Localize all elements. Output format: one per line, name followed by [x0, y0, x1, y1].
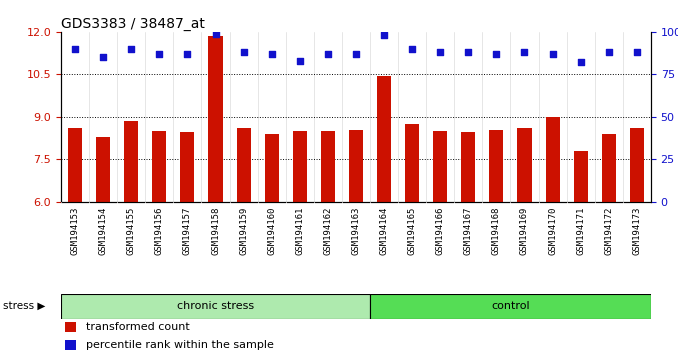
Text: GSM194154: GSM194154	[99, 206, 108, 255]
Point	[182, 51, 193, 57]
Bar	[405, 124, 419, 202]
Bar	[490, 130, 503, 202]
Point	[463, 50, 474, 55]
Point	[435, 50, 445, 55]
Point	[575, 59, 586, 65]
Point	[351, 51, 361, 57]
Bar	[153, 131, 166, 202]
Text: transformed count: transformed count	[86, 322, 190, 332]
Text: GSM194171: GSM194171	[576, 206, 585, 255]
Bar	[64, 322, 76, 332]
Point	[126, 46, 137, 52]
Text: GSM194161: GSM194161	[296, 206, 304, 255]
Text: GSM194162: GSM194162	[323, 206, 332, 255]
Bar	[349, 130, 363, 202]
Bar	[370, 294, 651, 319]
Text: control: control	[491, 301, 530, 311]
Bar	[546, 117, 559, 202]
Bar	[61, 294, 370, 319]
Bar	[180, 132, 195, 202]
Text: GSM194170: GSM194170	[548, 206, 557, 255]
Bar	[124, 121, 138, 202]
Text: GSM194163: GSM194163	[351, 206, 361, 255]
Point	[210, 31, 221, 36]
Text: percentile rank within the sample: percentile rank within the sample	[86, 340, 274, 350]
Text: stress ▶: stress ▶	[3, 301, 46, 311]
Text: GSM194166: GSM194166	[436, 206, 445, 255]
Point	[238, 50, 249, 55]
Text: chronic stress: chronic stress	[177, 301, 254, 311]
Text: GSM194158: GSM194158	[211, 206, 220, 255]
Point	[491, 51, 502, 57]
Bar	[64, 340, 76, 350]
Point	[266, 51, 277, 57]
Text: GSM194156: GSM194156	[155, 206, 164, 255]
Point	[378, 33, 389, 38]
Bar	[601, 134, 616, 202]
Text: GSM194173: GSM194173	[633, 206, 641, 255]
Point	[407, 46, 418, 52]
Bar	[321, 131, 335, 202]
Bar	[630, 128, 644, 202]
Bar	[461, 132, 475, 202]
Text: GDS3383 / 38487_at: GDS3383 / 38487_at	[61, 17, 205, 31]
Text: GSM194168: GSM194168	[492, 206, 501, 255]
Text: GSM194172: GSM194172	[604, 206, 613, 255]
Text: GSM194164: GSM194164	[380, 206, 388, 255]
Bar	[96, 137, 110, 202]
Text: GSM194159: GSM194159	[239, 206, 248, 255]
Point	[294, 58, 305, 64]
Bar	[574, 151, 588, 202]
Text: GSM194153: GSM194153	[71, 206, 79, 255]
Point	[603, 50, 614, 55]
Point	[98, 55, 108, 60]
Bar	[209, 36, 222, 202]
Bar	[264, 134, 279, 202]
Point	[70, 46, 81, 52]
Bar	[293, 131, 306, 202]
Bar	[377, 76, 391, 202]
Text: GSM194169: GSM194169	[520, 206, 529, 255]
Bar	[68, 128, 82, 202]
Point	[154, 51, 165, 57]
Bar	[237, 128, 251, 202]
Point	[519, 50, 530, 55]
Point	[547, 51, 558, 57]
Text: GSM194165: GSM194165	[407, 206, 416, 255]
Bar	[433, 131, 447, 202]
Text: GSM194167: GSM194167	[464, 206, 473, 255]
Text: GSM194155: GSM194155	[127, 206, 136, 255]
Point	[323, 51, 334, 57]
Bar	[517, 128, 532, 202]
Text: GSM194160: GSM194160	[267, 206, 276, 255]
Text: GSM194157: GSM194157	[183, 206, 192, 255]
Point	[631, 50, 642, 55]
